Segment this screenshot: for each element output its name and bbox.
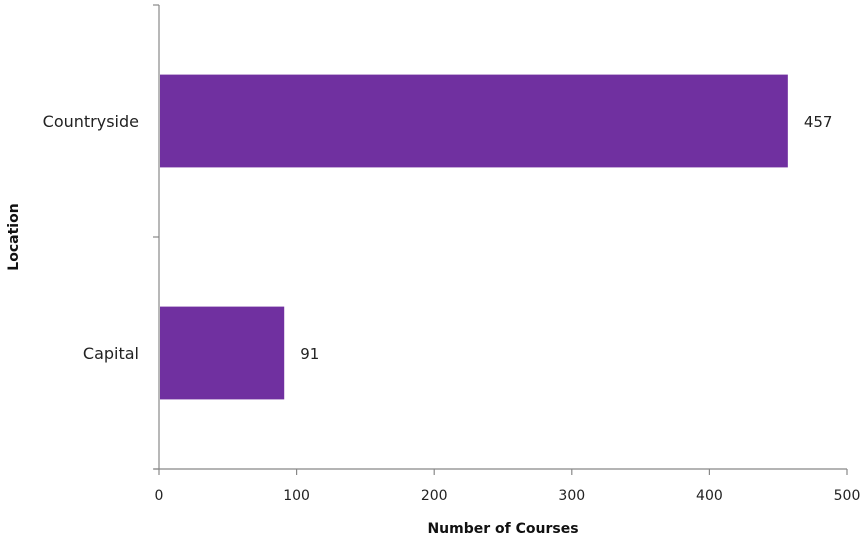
bars-group	[160, 74, 788, 400]
data-labels-group: 91 457	[300, 113, 832, 363]
x-tick-label: 300	[558, 488, 585, 504]
data-label: 457	[804, 113, 833, 131]
bar-countryside	[160, 74, 788, 168]
x-tick-label: 0	[155, 488, 164, 504]
x-tick-label: 100	[283, 488, 310, 504]
data-label: 91	[300, 345, 319, 363]
x-ticks-group: 0 100 200 300 400 500	[155, 469, 861, 504]
bar-capital	[160, 306, 285, 400]
y-axis-title: Location	[6, 203, 22, 270]
y-ticks-group: Capital Countryside	[43, 4, 159, 470]
y-category-label: Countryside	[43, 112, 139, 131]
x-tick-label: 200	[421, 488, 448, 504]
x-tick-label: 400	[696, 488, 723, 504]
y-category-label: Capital	[83, 344, 139, 363]
x-axis-title: Number of Courses	[427, 521, 578, 537]
x-tick-label: 500	[834, 488, 861, 504]
